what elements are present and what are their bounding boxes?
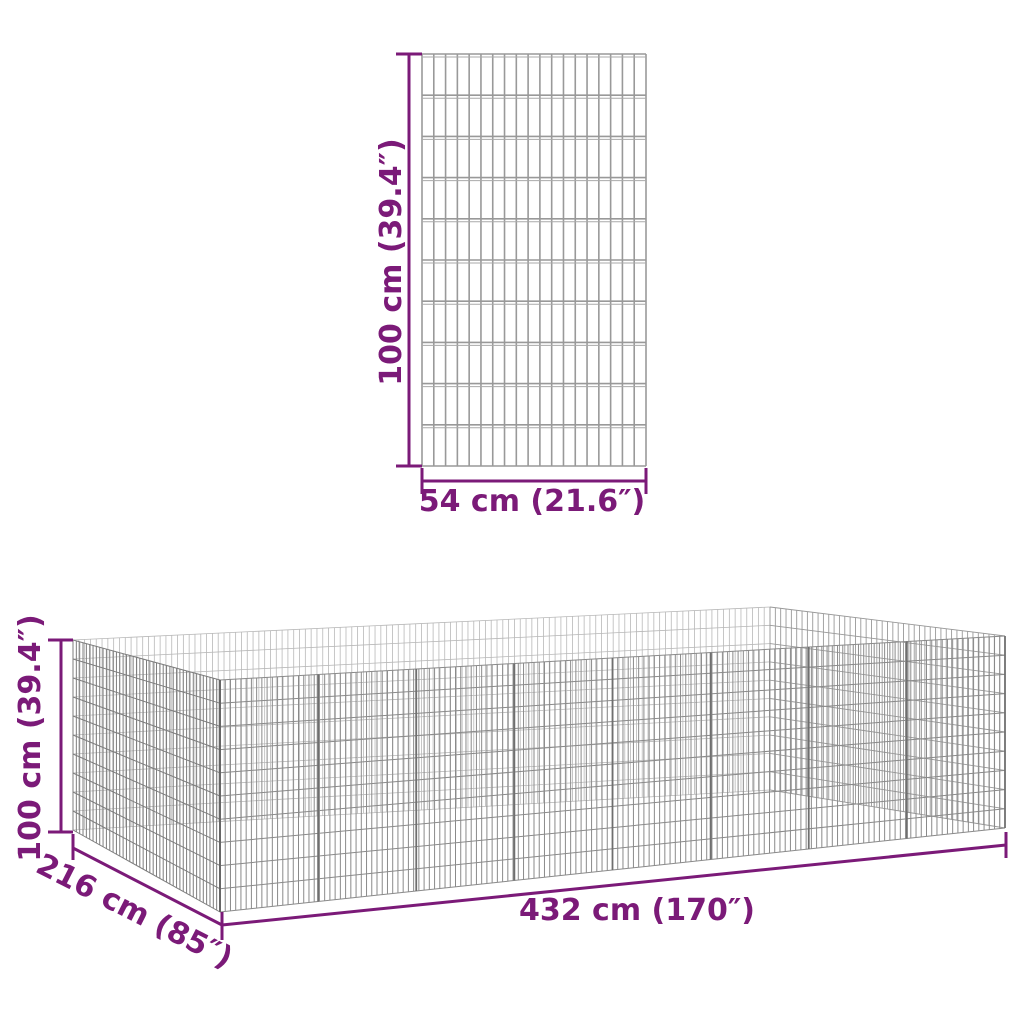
wire-horizontal xyxy=(72,810,221,890)
wire-horizontal xyxy=(769,606,1006,637)
wire-horizontal xyxy=(72,606,771,641)
wire-horizontal xyxy=(72,734,221,797)
wire-horizontal xyxy=(72,829,221,913)
wire-horizontal xyxy=(72,624,771,660)
wire-horizontal xyxy=(72,698,771,736)
wire-horizontal xyxy=(72,661,771,698)
panel-wire-grid xyxy=(421,53,647,467)
wire-horizontal xyxy=(72,639,221,681)
wire-horizontal xyxy=(72,715,221,774)
pen-right-wall xyxy=(769,606,1006,829)
wire-horizontal xyxy=(72,643,771,679)
pen-back-wall xyxy=(72,606,771,831)
wire-horizontal xyxy=(769,624,1006,656)
wire-horizontal xyxy=(72,753,771,793)
wire-horizontal xyxy=(72,772,221,843)
assembled-pen-illustration xyxy=(72,606,1006,913)
pen-left-wall xyxy=(72,639,221,913)
wire-horizontal xyxy=(72,679,771,717)
wire-horizontal xyxy=(72,677,221,727)
wire-horizontal xyxy=(72,658,221,704)
wire-horizontal xyxy=(72,771,771,812)
wire-horizontal xyxy=(72,791,221,867)
pen-length-label: 432 cm (170″) xyxy=(519,893,755,928)
wire-horizontal xyxy=(72,696,221,751)
single-panel-illustration xyxy=(421,53,647,467)
panel-height-dimension-line xyxy=(396,52,422,468)
pen-height-dimension-line xyxy=(48,638,73,834)
panel-width-dimension-line xyxy=(420,468,648,494)
panel-width-label: 54 cm (21.6″) xyxy=(419,484,646,519)
pen-length-dimension-line xyxy=(221,832,1008,927)
wire-horizontal xyxy=(72,734,771,774)
wire-horizontal xyxy=(72,753,221,820)
pen-depth-dimension-line xyxy=(71,834,224,940)
pen-height-label: 100 cm (39.4″) xyxy=(13,614,48,861)
wire-horizontal xyxy=(72,789,771,831)
panel-height-label: 100 cm (39.4″) xyxy=(374,138,409,385)
pen-front-wall xyxy=(219,635,1006,913)
